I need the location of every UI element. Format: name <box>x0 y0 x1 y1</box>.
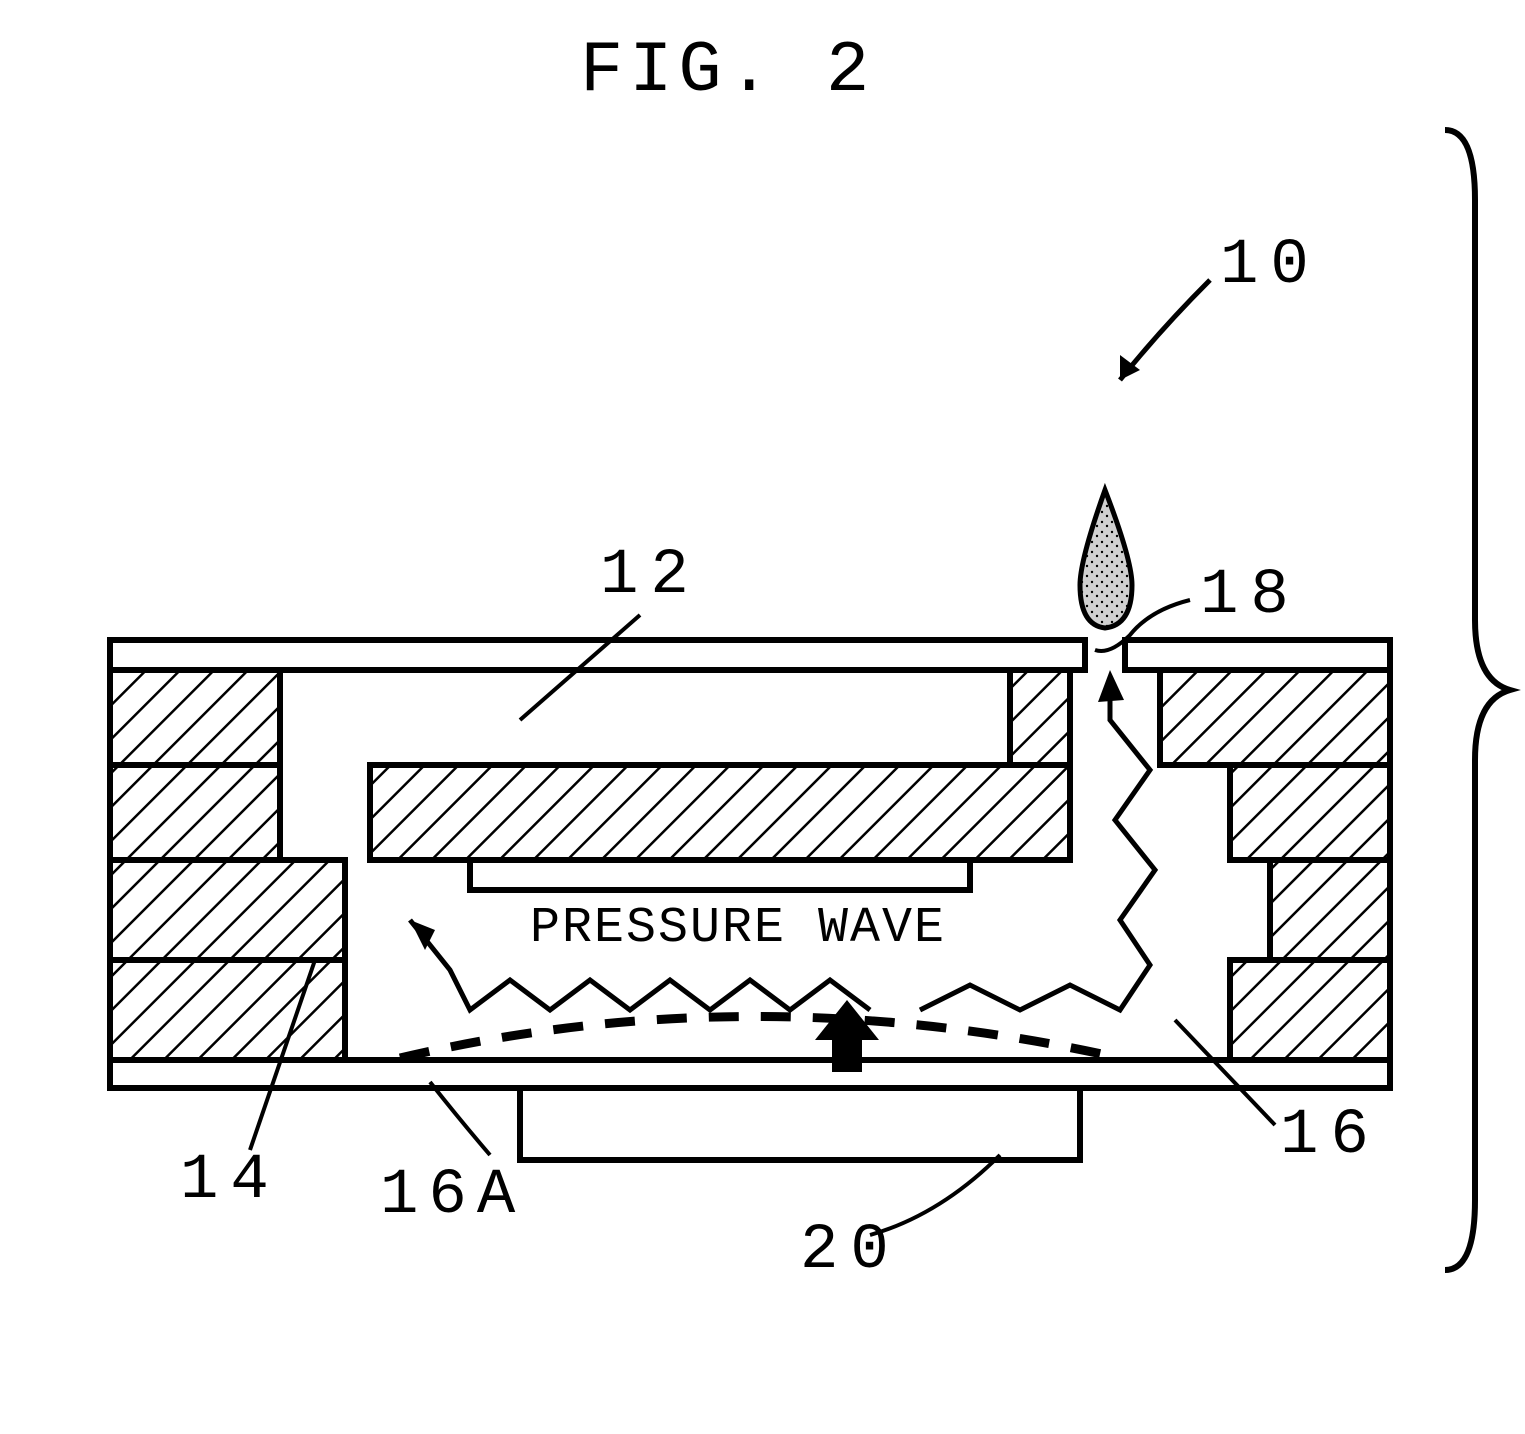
wall-r3-left <box>110 860 345 960</box>
lead-10 <box>1120 280 1210 380</box>
label-16a: 16A <box>380 1160 525 1232</box>
label-20: 20 <box>800 1215 901 1287</box>
pressure-wave-right-head <box>1098 670 1124 702</box>
figure-title: FIG. 2 <box>580 30 875 112</box>
bottom-plate <box>110 1060 1390 1088</box>
label-pressure-wave: PRESSURE WAVE <box>530 900 946 957</box>
label-10: 10 <box>1220 230 1321 302</box>
wall-r1-mid <box>1010 670 1070 765</box>
center-bar <box>370 765 1070 860</box>
diaphragm-deflection <box>400 1017 1120 1059</box>
diagram-svg <box>0 0 1525 1434</box>
wall-r2-left <box>110 765 280 860</box>
label-18: 18 <box>1200 560 1301 632</box>
top-plate-left <box>110 640 1085 670</box>
label-12: 12 <box>600 540 701 612</box>
wall-r3-right <box>1270 860 1390 960</box>
wall-r1-left <box>110 670 280 765</box>
label-16: 16 <box>1280 1100 1381 1172</box>
lead-16a <box>430 1082 490 1155</box>
wall-r1-right <box>1160 670 1390 765</box>
actuator <box>520 1088 1080 1160</box>
label-14: 14 <box>180 1145 281 1217</box>
wall-r2-right <box>1230 765 1390 860</box>
wall-r4-right <box>1230 960 1390 1060</box>
droplet <box>1080 490 1132 628</box>
top-plate-right <box>1125 640 1390 670</box>
center-ledge <box>470 860 970 890</box>
right-brace <box>1445 130 1510 1270</box>
